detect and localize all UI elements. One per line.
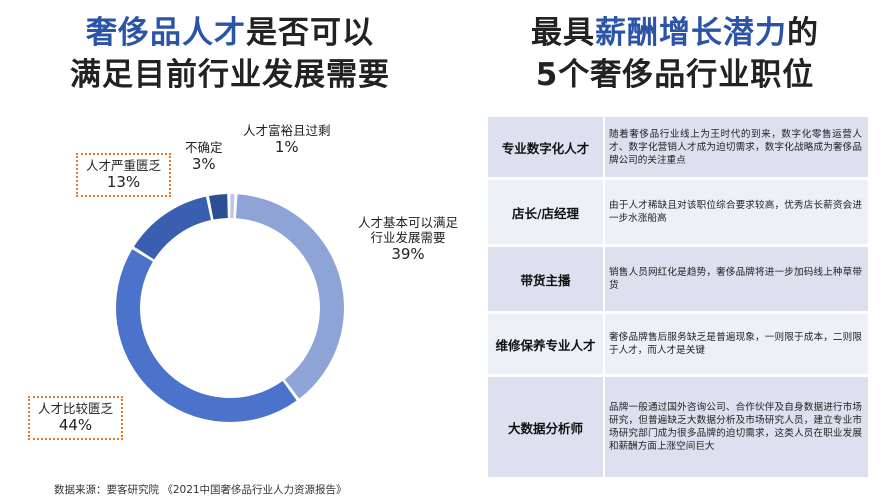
job-title: 店长/店经理 [488, 180, 603, 244]
job-title: 带货主播 [488, 247, 603, 311]
table-row: 带货主播 销售人员网红化是趋势，奢侈品牌将进一步加码线上种草带货 [488, 247, 868, 311]
table-row: 维修保养专业人才 奢侈品牌售后服务缺乏是普遍现象，一则限于成本，二则限于人才，而… [488, 314, 868, 374]
job-description: 由于人才稀缺且对该职位综合要求较高，优秀店长薪资会进一步水涨船高 [605, 180, 868, 244]
slice-value: 13% [106, 173, 141, 191]
slice-label-fairly-scarce: 人才比较匮乏 44% [28, 396, 124, 440]
job-description: 品牌一般通过国外咨询公司、合作伙伴及自身数据进行市场研究，但普遍缺乏大数据分析及… [605, 377, 868, 477]
left-title-line2: 满足目前行业发展需要 [70, 57, 390, 93]
right-title: 最具薪酬增长潜力的 5个奢侈品行业职位 [470, 12, 880, 96]
slice-label-surplus: 人才富裕且过剩 1% [243, 123, 331, 156]
job-title: 维修保养专业人才 [488, 314, 603, 374]
data-source: 数据来源：要客研究院 《2021中国奢侈品行业人力资源报告》 [54, 484, 347, 496]
right-title-post: 的 [787, 15, 819, 51]
job-description: 奢侈品牌售后服务缺乏是普遍现象，一则限于成本，二则限于人才，而人才是关键 [605, 314, 868, 374]
slice-value: 44% [58, 416, 93, 434]
right-title-highlight: 薪酬增长潜力 [595, 15, 787, 51]
slice-label-seriously-scarce: 人才严重匮乏 13% [76, 153, 172, 197]
positions-table: 专业数字化人才 随着奢侈品行业线上为王时代的到来，数字化零售运营人才、数字化营销… [488, 117, 868, 477]
job-description: 销售人员网红化是趋势，奢侈品牌将进一步加码线上种草带货 [605, 247, 868, 311]
left-title: 奢侈品人才是否可以 满足目前行业发展需要 [20, 12, 440, 96]
table-row: 专业数字化人才 随着奢侈品行业线上为王时代的到来，数字化零售运营人才、数字化营销… [488, 117, 868, 177]
table-row: 店长/店经理 由于人才稀缺且对该职位综合要求较高，优秀店长薪资会进一步水涨船高 [488, 180, 868, 244]
job-title: 大数据分析师 [488, 377, 603, 477]
donut-slice [115, 249, 297, 422]
donut-slice [209, 194, 228, 220]
slice-label-basic-enough: 人才基本可以满足 行业发展需要 39% [338, 215, 478, 264]
right-title-pre: 最具 [531, 15, 595, 51]
donut-slice [230, 194, 235, 219]
donut-chart [115, 194, 344, 422]
slice-value: 3% [191, 155, 216, 173]
left-title-line1-rest: 是否可以 [246, 15, 374, 51]
slice-value: 1% [274, 138, 299, 156]
slice-value: 39% [391, 245, 425, 263]
donut-slice [133, 196, 211, 260]
left-title-highlight: 奢侈品人才 [86, 15, 246, 51]
job-title: 专业数字化人才 [488, 117, 603, 177]
right-title-line2: 5个奢侈品行业职位 [535, 57, 815, 93]
table-row: 大数据分析师 品牌一般通过国外咨询公司、合作伙伴及自身数据进行市场研究，但普遍缺… [488, 377, 868, 477]
slice-label-uncertain: 不确定 3% [185, 140, 223, 173]
job-description: 随着奢侈品行业线上为王时代的到来，数字化零售运营人才、数字化营销人才成为迫切需求… [605, 117, 868, 177]
donut-slice [235, 194, 344, 399]
